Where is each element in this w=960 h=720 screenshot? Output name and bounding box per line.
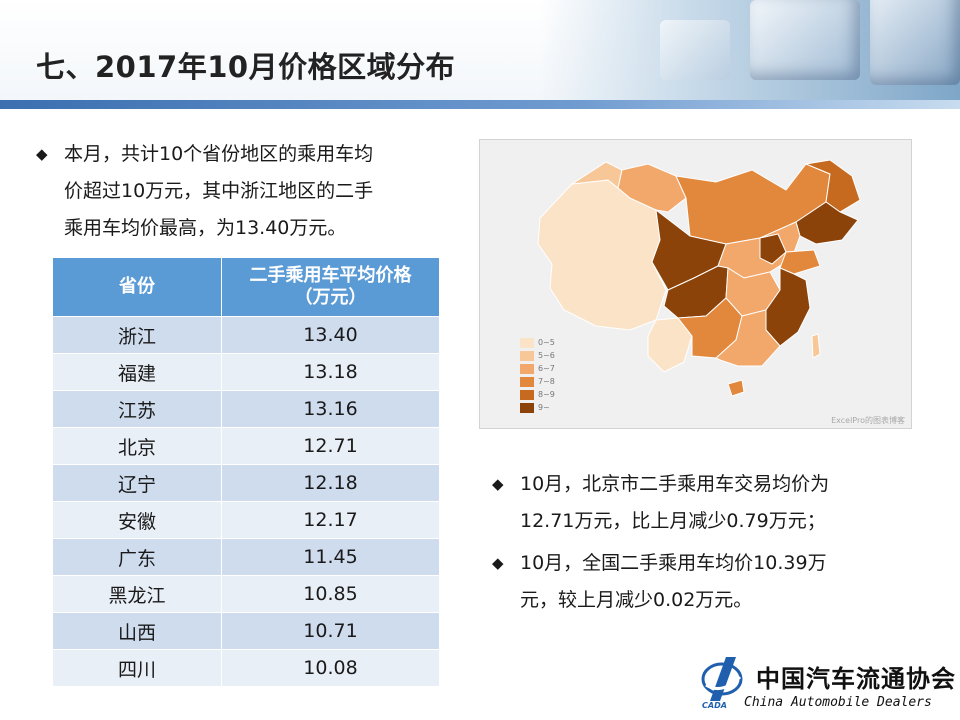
beijing-bullet: ◆ 10月，北京市二手乘用车交易均价为 12.71万元，比上月减少0.79万元； [492, 466, 872, 540]
price-cell: 10.85 [221, 575, 440, 613]
cube-shape [750, 0, 860, 80]
logo-chinese-name: 中国汽车流通协会 [756, 664, 956, 693]
price-cell: 12.71 [221, 427, 440, 465]
map-region-northwest [617, 163, 687, 213]
summary-line: 本月，共计10个省份地区的乘用车均 [64, 143, 374, 165]
map-region-shandong [779, 249, 821, 275]
price-cell: 10.71 [221, 612, 440, 650]
header-cubes-image [540, 0, 960, 108]
map-region-taiwan [811, 333, 821, 359]
table-row: 北京 12.71 [52, 427, 440, 465]
legend-label: 9~ [538, 403, 550, 412]
legend-label: 6~7 [538, 364, 555, 373]
price-cell: 13.40 [221, 316, 440, 354]
diamond-bullet-icon: ◆ [36, 145, 48, 163]
price-table: 省份 二手乘用车平均价格 （万元） 浙江 13.40 福建 13.18 江苏 13.1… [52, 257, 440, 687]
cada-logo: CADA 中国汽车流通协会 China Automobile Dealers [700, 655, 958, 715]
map-region-hainan [727, 379, 745, 397]
national-bullet: ◆ 10月，全国二手乘用车均价10.39万 元，较上月减少0.02万元。 [492, 545, 872, 619]
legend-swatch [520, 389, 534, 400]
province-cell: 浙江 [52, 316, 222, 354]
slide-header: 七、2017年10月价格区域分布 [0, 0, 960, 109]
legend-item: 6~7 [520, 363, 555, 375]
price-cell: 13.18 [221, 353, 440, 391]
legend-label: 8~9 [538, 390, 555, 399]
title-underline [0, 100, 960, 109]
diamond-bullet-icon: ◆ [492, 475, 504, 493]
province-cell: 江苏 [52, 390, 222, 428]
table-row: 山西 10.71 [52, 612, 440, 650]
legend-swatch [520, 363, 534, 374]
province-cell: 北京 [52, 427, 222, 465]
legend-label: 5~6 [538, 351, 555, 360]
header-price-label: 二手乘用车平均价格 [249, 265, 412, 286]
legend-label: 0~5 [538, 338, 555, 347]
legend-label: 7~8 [538, 377, 555, 386]
china-price-map: 0~5 5~6 6~7 7~8 8~9 9~ ExcelPro的图表博客 [479, 139, 912, 429]
province-cell: 四川 [52, 649, 222, 687]
province-cell: 广东 [52, 538, 222, 576]
header-price-unit: （万元） [294, 287, 367, 308]
province-cell: 辽宁 [52, 464, 222, 502]
province-cell: 安徽 [52, 501, 222, 539]
table-row: 四川 10.08 [52, 649, 440, 687]
cube-shape [870, 0, 960, 85]
legend-swatch [520, 350, 534, 361]
summary-line: 乘用车均价最高，为13.40万元。 [64, 217, 347, 239]
map-credit: ExcelPro的图表博客 [831, 416, 905, 425]
logo-mark-text: CADA [702, 701, 727, 709]
price-cell: 12.17 [221, 501, 440, 539]
price-cell: 12.18 [221, 464, 440, 502]
legend-item: 7~8 [520, 376, 555, 388]
header-price: 二手乘用车平均价格 （万元） [221, 257, 440, 317]
logo-english-name: China Automobile Dealers [744, 695, 932, 710]
legend-item: 5~6 [520, 350, 555, 362]
cada-logo-icon: CADA [701, 657, 743, 709]
price-cell: 11.45 [221, 538, 440, 576]
province-cell: 黑龙江 [52, 575, 222, 613]
legend-item: 8~9 [520, 389, 555, 401]
price-cell: 13.16 [221, 390, 440, 428]
table-row: 黑龙江 10.85 [52, 575, 440, 613]
map-legend: 0~5 5~6 6~7 7~8 8~9 9~ [520, 337, 555, 415]
table-row: 浙江 13.40 [52, 316, 440, 354]
cube-shape [660, 20, 730, 80]
province-cell: 山西 [52, 612, 222, 650]
table-row: 广东 11.45 [52, 538, 440, 576]
national-line: 10月，全国二手乘用车均价10.39万 [520, 552, 827, 574]
summary-bullet: ◆ 本月，共计10个省份地区的乘用车均 价超过10万元，其中浙江地区的二手 乘用… [36, 136, 426, 247]
header-province: 省份 [52, 257, 222, 317]
diamond-bullet-icon: ◆ [492, 554, 504, 572]
china-map-graphic [537, 159, 861, 397]
table-row: 福建 13.18 [52, 353, 440, 391]
map-region-east-coast [765, 267, 811, 347]
map-region-guangdong [715, 309, 781, 367]
legend-swatch [520, 376, 534, 387]
province-cell: 福建 [52, 353, 222, 391]
summary-line: 价超过10万元，其中浙江地区的二手 [64, 180, 374, 202]
legend-swatch [520, 402, 534, 413]
legend-item: 9~ [520, 402, 555, 414]
table-row: 辽宁 12.18 [52, 464, 440, 502]
map-region-heilongjiang [804, 159, 861, 213]
price-cell: 10.08 [221, 649, 440, 687]
legend-swatch [520, 337, 534, 348]
table-row: 江苏 13.16 [52, 390, 440, 428]
national-line: 元，较上月减少0.02万元。 [520, 589, 753, 611]
map-region-beijing-hebei [759, 233, 787, 265]
beijing-line: 12.71万元，比上月减少0.79万元； [520, 510, 826, 532]
legend-item: 0~5 [520, 337, 555, 349]
beijing-line: 10月，北京市二手乘用车交易均价为 [520, 473, 830, 495]
table-row: 安徽 12.17 [52, 501, 440, 539]
slide-title: 七、2017年10月价格区域分布 [36, 50, 456, 84]
